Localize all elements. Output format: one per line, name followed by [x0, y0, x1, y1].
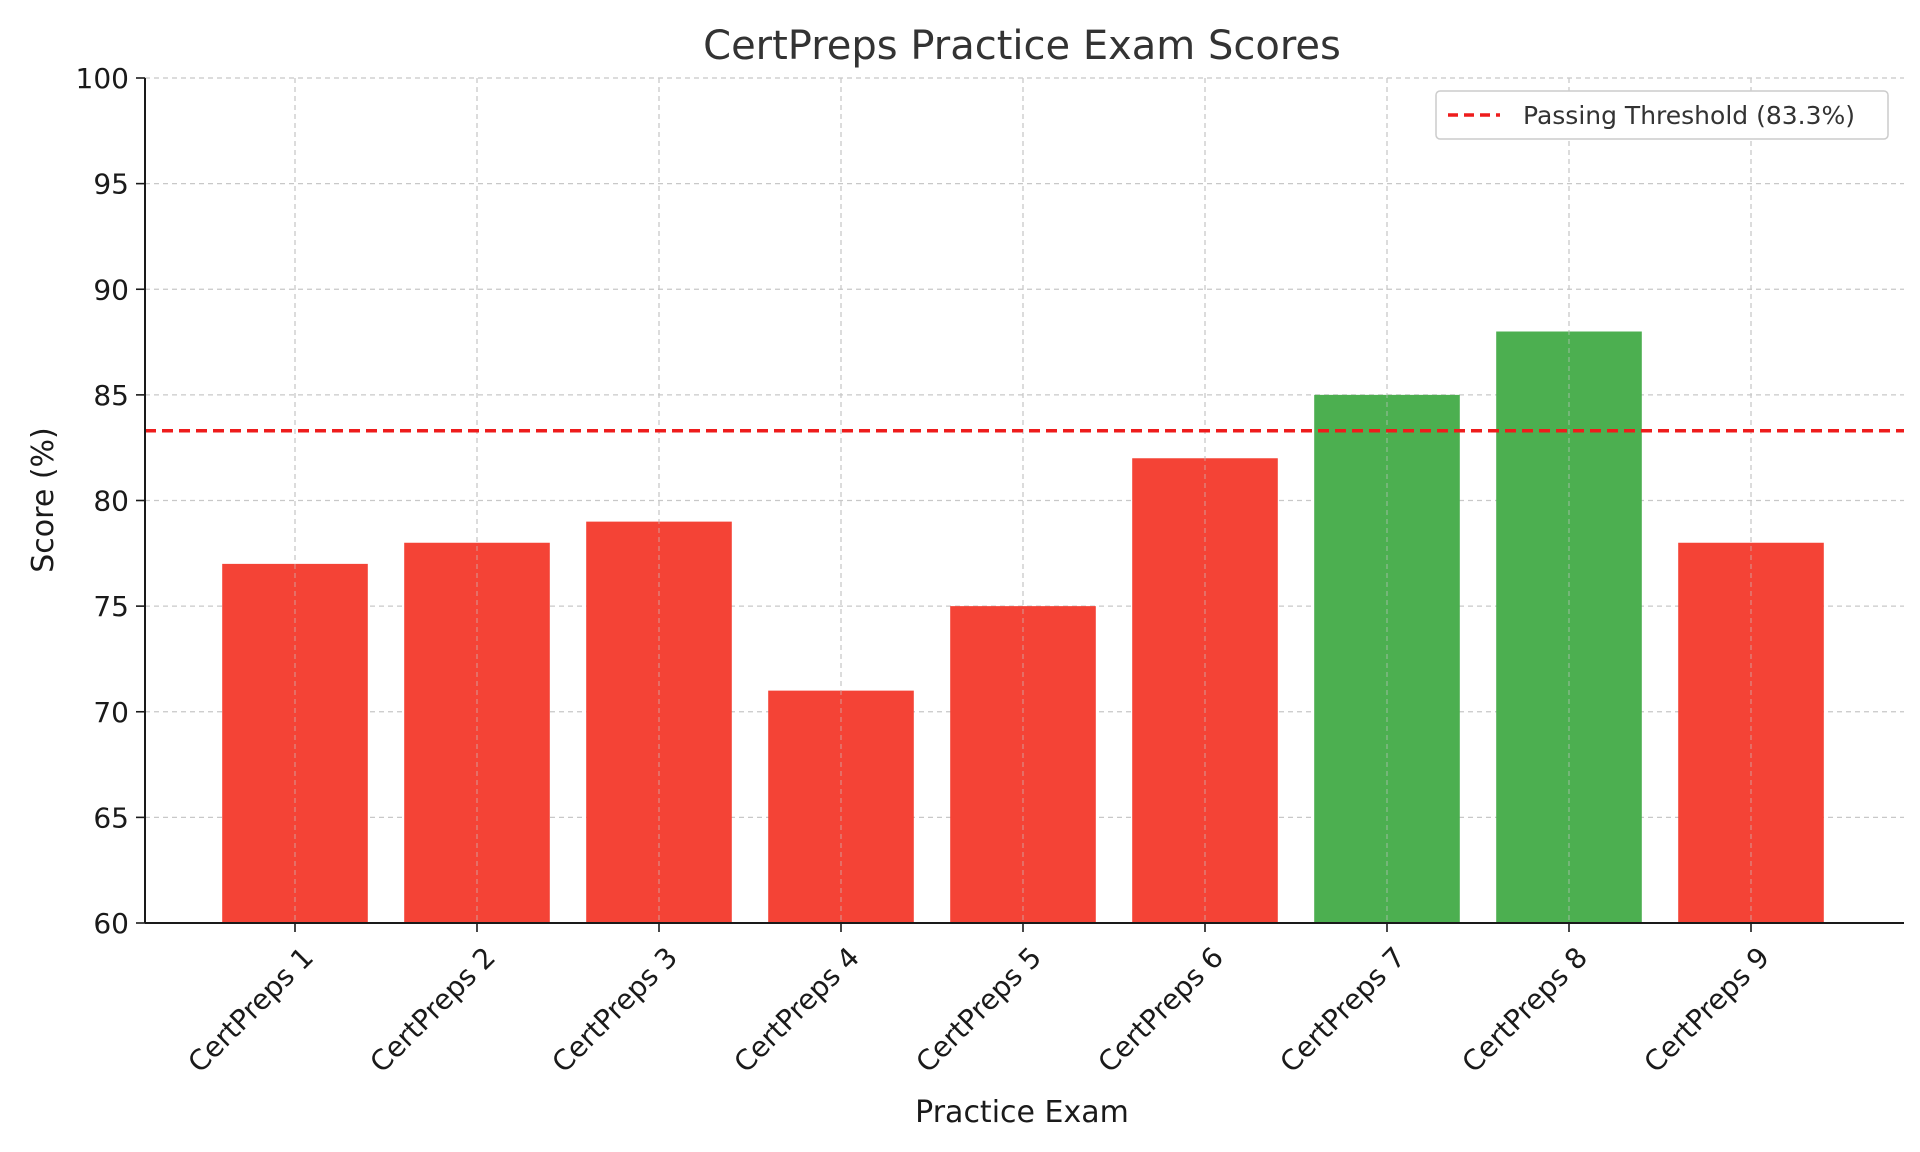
x-tick-label: CertPreps 7 — [1273, 941, 1411, 1079]
legend-threshold-label: Passing Threshold (83.3%) — [1523, 101, 1855, 130]
y-tick-label: 75 — [93, 590, 129, 623]
x-axis-title: Practice Exam — [915, 1095, 1129, 1130]
x-tick-label: CertPreps 9 — [1637, 941, 1775, 1079]
legend: Passing Threshold (83.3%) — [1435, 90, 1889, 140]
y-tick-labels: 60 65 70 75 80 85 90 95 100 — [76, 62, 129, 940]
chart-title: CertPreps Practice Exam Scores — [703, 23, 1341, 69]
y-tick-label: 80 — [93, 485, 129, 518]
x-tick-label: CertPreps 8 — [1455, 941, 1593, 1079]
bar — [404, 542, 550, 923]
y-tick-label: 70 — [93, 696, 129, 729]
y-tick-label: 100 — [76, 62, 129, 95]
x-tick-label: CertPreps 5 — [909, 941, 1047, 1079]
x-tick-label: CertPreps 6 — [1091, 941, 1229, 1079]
x-tick-labels: CertPreps 1 CertPreps 2 CertPreps 3 CertPre… — [181, 941, 1775, 1079]
legend-box — [1435, 90, 1889, 140]
x-tick-label: CertPreps 4 — [727, 941, 865, 1079]
y-tick-label: 85 — [93, 379, 129, 412]
axes — [136, 77, 1904, 932]
x-tick-label: CertPreps 1 — [181, 941, 319, 1079]
bar — [1678, 542, 1824, 923]
x-tick-label: CertPreps 3 — [545, 941, 683, 1079]
y-tick-label: 90 — [93, 273, 129, 306]
y-tick-label: 60 — [93, 907, 129, 940]
x-tick-label: CertPreps 2 — [363, 941, 501, 1079]
bar — [222, 563, 368, 923]
y-axis-title: Score (%) — [26, 427, 61, 572]
y-tick-label: 65 — [93, 801, 129, 834]
y-tick-label: 95 — [93, 168, 129, 201]
